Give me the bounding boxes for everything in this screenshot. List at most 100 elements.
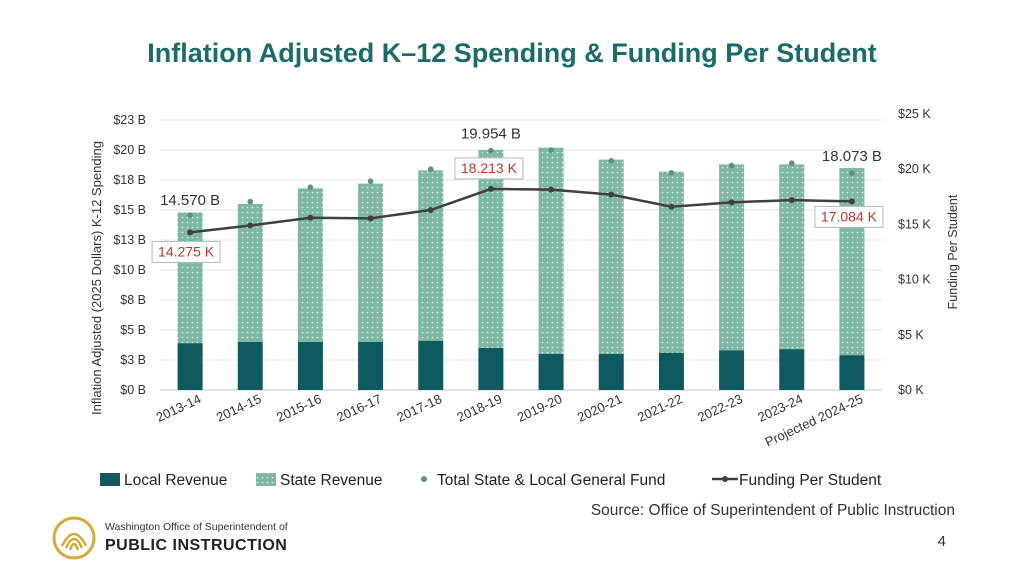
local-revenue-bar bbox=[177, 343, 203, 390]
state-revenue-bar bbox=[658, 171, 684, 353]
funding-per-student-point bbox=[548, 186, 555, 193]
local-revenue-bar bbox=[598, 354, 624, 390]
x-tick-label: 2015-16 bbox=[274, 391, 324, 425]
legend-state-swatch bbox=[256, 473, 276, 486]
local-revenue-bar bbox=[478, 348, 504, 390]
total-fund-point bbox=[247, 198, 254, 205]
right-tick-label: $15 K bbox=[898, 217, 931, 231]
source-note: Source: Office of Superintendent of Publ… bbox=[590, 502, 955, 519]
funding-per-student-label: 17.084 K bbox=[821, 208, 878, 224]
total-fund-point bbox=[488, 147, 494, 154]
state-revenue-bar bbox=[297, 188, 323, 342]
x-tick-label: 2016-17 bbox=[334, 391, 384, 425]
funding-per-student-label: 14.275 K bbox=[158, 243, 215, 259]
left-tick-label: $15 B bbox=[113, 203, 146, 217]
legend-state-label: State Revenue bbox=[280, 472, 383, 489]
legend-local-label: Local Revenue bbox=[124, 472, 227, 489]
state-revenue-bar bbox=[598, 159, 624, 354]
x-tick-label: 2022-23 bbox=[695, 391, 745, 425]
local-revenue-bar bbox=[358, 342, 384, 390]
total-fund-label: 14.570 B bbox=[160, 192, 220, 209]
legend-total-marker bbox=[421, 476, 427, 482]
x-tick-label: 2021-22 bbox=[635, 391, 685, 425]
funding-per-student-point bbox=[848, 198, 855, 205]
total-fund-point bbox=[788, 160, 795, 166]
legend-funding-marker bbox=[722, 476, 728, 482]
funding-per-student-point bbox=[487, 185, 494, 192]
left-tick-label: $18 B bbox=[113, 173, 146, 187]
x-tick-label: 2018-19 bbox=[455, 391, 505, 425]
right-tick-label: $0 K bbox=[898, 383, 924, 397]
x-tick-label: 2013-14 bbox=[154, 391, 204, 425]
left-tick-label: $13 B bbox=[113, 233, 146, 247]
total-fund-point bbox=[548, 147, 554, 153]
funding-per-student-point bbox=[788, 197, 795, 204]
left-axis-title: Inflation Adjusted (2025 Dollars) K-12 S… bbox=[89, 141, 104, 415]
local-revenue-bar bbox=[237, 342, 263, 390]
funding-per-student-point bbox=[367, 215, 374, 222]
right-tick-label: $20 K bbox=[898, 162, 931, 176]
funding-per-student-point bbox=[187, 229, 194, 236]
state-revenue-bar bbox=[719, 164, 745, 351]
funding-per-student-point bbox=[668, 203, 675, 210]
ospi-logo: Washington Office of Superintendent of P… bbox=[52, 516, 292, 560]
local-revenue-bar bbox=[839, 355, 865, 390]
total-fund-label: 18.073 B bbox=[822, 148, 882, 165]
chart-title: Inflation Adjusted K–12 Spending & Fundi… bbox=[147, 38, 877, 68]
legend-local-swatch bbox=[100, 473, 120, 486]
page-number: 4 bbox=[937, 533, 946, 550]
total-fund-point bbox=[367, 178, 374, 184]
right-tick-label: $5 K bbox=[898, 328, 924, 342]
total-fund-point bbox=[187, 212, 193, 218]
left-tick-label: $10 B bbox=[113, 263, 146, 277]
right-axis-title: Funding Per Student bbox=[946, 194, 960, 309]
legend-total-label: Total State & Local General Fund bbox=[437, 472, 665, 489]
funding-label-box bbox=[151, 240, 221, 263]
local-revenue-bar bbox=[538, 354, 564, 390]
funding-per-student-point bbox=[728, 199, 735, 206]
local-revenue-bar bbox=[719, 350, 745, 390]
local-revenue-bar bbox=[658, 352, 684, 390]
funding-per-student-line bbox=[189, 187, 852, 234]
left-tick-label: $8 B bbox=[120, 293, 146, 307]
state-revenue-bar bbox=[779, 164, 805, 350]
total-fund-point bbox=[728, 162, 735, 169]
x-tick-label: 2014-15 bbox=[214, 391, 264, 425]
chart: $0 B $3 B $5 B $8 B $10 B $13 B $15 B $18 B $20 … bbox=[89, 107, 960, 489]
left-tick-label: $5 B bbox=[120, 323, 146, 337]
logo-title: PUBLIC INSTRUCTION bbox=[105, 537, 288, 554]
total-fund-point bbox=[307, 184, 314, 190]
local-revenue-bar bbox=[297, 342, 323, 390]
x-tick-label: 2019-20 bbox=[515, 391, 565, 425]
funding-per-student-point bbox=[247, 222, 254, 229]
total-fund-point bbox=[608, 158, 615, 164]
local-revenue-bar bbox=[418, 340, 444, 390]
x-tick-label: 2017-18 bbox=[394, 391, 444, 425]
total-fund-point bbox=[427, 166, 434, 172]
left-tick-label: $20 B bbox=[113, 143, 146, 157]
total-fund-label: 19.954 B bbox=[461, 126, 521, 143]
state-revenue-bar bbox=[418, 170, 444, 341]
state-revenue-bar bbox=[478, 150, 504, 348]
legend-funding-label: Funding Per Student bbox=[739, 472, 882, 489]
state-revenue-bar bbox=[538, 147, 564, 354]
left-tick-label: $0 B bbox=[120, 383, 146, 397]
left-tick-label: $23 B bbox=[113, 113, 146, 127]
logo-subtitle: Washington Office of Superintendent of bbox=[105, 521, 288, 533]
left-tick-label: $3 B bbox=[120, 353, 146, 367]
funding-per-student-label: 18.213 K bbox=[461, 160, 518, 176]
local-revenue-bar bbox=[779, 349, 805, 390]
right-tick-label: $25 K bbox=[898, 107, 931, 121]
total-fund-point bbox=[849, 170, 855, 176]
total-fund-point bbox=[668, 170, 675, 176]
state-revenue-bar bbox=[839, 168, 865, 356]
x-tick-label: 2020-21 bbox=[575, 391, 625, 425]
funding-per-student-point bbox=[427, 207, 434, 214]
funding-label-box bbox=[814, 205, 884, 228]
ospi-emblem-icon bbox=[52, 516, 96, 560]
right-tick-label: $10 K bbox=[898, 273, 931, 287]
state-revenue-bar bbox=[358, 183, 384, 342]
funding-per-student-point bbox=[307, 214, 314, 221]
funding-per-student-point bbox=[608, 191, 615, 198]
funding-label-box bbox=[454, 157, 524, 180]
